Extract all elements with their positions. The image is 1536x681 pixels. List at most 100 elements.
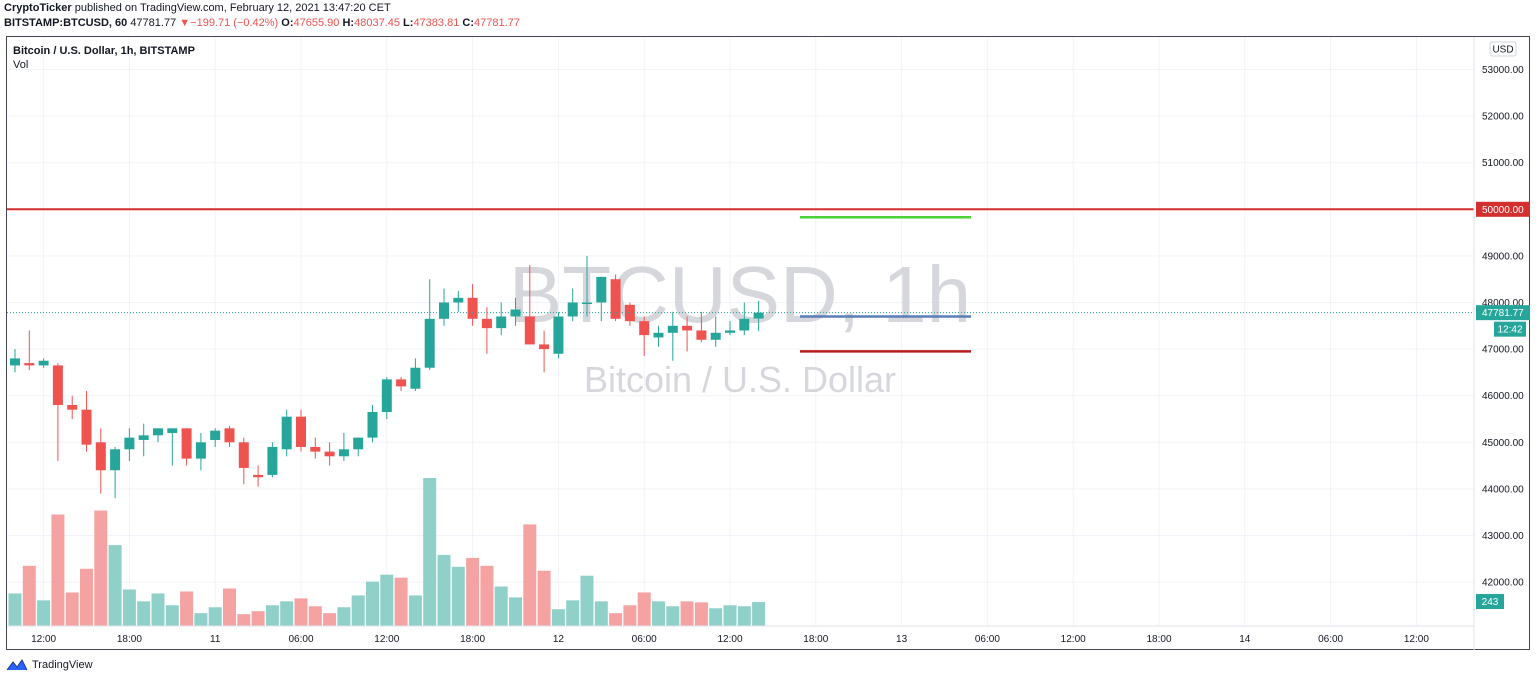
- candle-body: [324, 451, 335, 457]
- x-tick-label: 14: [1239, 634, 1251, 645]
- candle-body: [353, 437, 364, 450]
- author-name[interactable]: CryptoTicker: [4, 2, 72, 14]
- volume-bar: [466, 557, 480, 626]
- y-tick-label: 48000.00: [1482, 298, 1524, 309]
- volume-bar: [251, 611, 265, 626]
- publish-info: CryptoTicker published on TradingView.co…: [4, 2, 391, 14]
- candle-body: [596, 276, 607, 303]
- volume-bar: [8, 593, 22, 626]
- candle-body: [10, 358, 20, 366]
- tradingview-logo-icon: [6, 659, 28, 671]
- volume-bar: [351, 595, 365, 626]
- chart-frame[interactable]: [6, 36, 1530, 650]
- x-tick-label: 06:00: [1318, 634, 1343, 645]
- volume-bar: [180, 591, 194, 626]
- x-tick-label: 13: [896, 634, 908, 645]
- y-tick-label: 44000.00: [1482, 484, 1524, 495]
- change-arrow-icon: ▼: [179, 17, 191, 29]
- volume-bar: [80, 568, 93, 626]
- candle-body: [725, 330, 735, 333]
- resistance-price-label: 50000.00: [1482, 205, 1524, 216]
- open-value: 47655.90: [293, 17, 340, 29]
- volume-bar: [666, 606, 680, 626]
- volume-bar: [280, 601, 294, 626]
- watermark-name: Bitcoin / U.S. Dollar: [584, 359, 896, 400]
- candle-body: [510, 309, 521, 317]
- candle-body: [496, 316, 507, 329]
- x-tick-label: 12: [553, 634, 565, 645]
- resistance-price-badge: [1476, 201, 1530, 217]
- candle-body: [267, 446, 278, 475]
- volume-bar: [51, 514, 65, 626]
- volume-bar: [294, 598, 308, 626]
- candle-body: [696, 330, 707, 340]
- volume-bar: [509, 597, 522, 626]
- volume-bar: [308, 606, 322, 626]
- volume-bar: [408, 595, 422, 626]
- candle-body: [167, 428, 178, 433]
- countdown-badge: [1494, 321, 1526, 337]
- y-tick-label: 46000.00: [1482, 391, 1524, 402]
- x-tick-label: 12:00: [1404, 634, 1429, 645]
- last-price-label: 47781.77: [1482, 308, 1524, 319]
- volume-bar: [323, 613, 337, 626]
- volume-bar: [523, 524, 537, 626]
- candle-body: [667, 325, 678, 333]
- candle-body: [453, 297, 464, 303]
- volume-bar: [551, 609, 565, 626]
- ohlc-bar: BITSTAMP:BTCUSD, 60 47781.77 ▼−199.71 (−…: [4, 17, 520, 29]
- volume-bar: [723, 605, 737, 626]
- candle-body: [739, 318, 750, 331]
- candle-body: [138, 435, 149, 440]
- candle-body: [524, 316, 535, 345]
- candle-body: [582, 302, 592, 304]
- close-value: 47781.77: [474, 17, 520, 29]
- volume-bar: [194, 613, 208, 626]
- publish-date: published on TradingView.com, February 1…: [74, 2, 391, 14]
- candle-body: [653, 332, 664, 338]
- volume-bar: [65, 592, 79, 626]
- chart-legend: Bitcoin / U.S. Dollar, 1h, BITSTAMP Vol: [13, 44, 195, 72]
- tradingview-brand: TradingView: [32, 659, 93, 671]
- candle-body: [753, 312, 764, 319]
- price-change: −199.71 (−0.42%): [190, 17, 279, 29]
- volume-bar: [494, 586, 508, 626]
- candle-body: [410, 367, 421, 389]
- candle-body: [381, 379, 392, 413]
- volume-legend: Vol: [13, 59, 29, 71]
- candle-body: [539, 344, 550, 350]
- candle-body: [52, 365, 63, 406]
- candle-body: [153, 428, 163, 436]
- volume-bar: [94, 510, 108, 626]
- volume-bar: [437, 554, 451, 626]
- volume-bar: [265, 605, 279, 626]
- candle-body: [610, 279, 621, 319]
- x-tick-label: 18:00: [803, 634, 828, 645]
- y-tick-label: 42000.00: [1482, 578, 1524, 589]
- tradingview-footer[interactable]: TradingView: [6, 658, 93, 672]
- candle-body: [310, 446, 321, 452]
- countdown-label: 12:42: [1497, 325, 1522, 336]
- x-tick-label: 18:00: [117, 634, 142, 645]
- currency-box: [1489, 41, 1517, 57]
- last-price: 47781.77: [130, 17, 177, 29]
- volume-bar: [537, 570, 551, 626]
- currency-label: USD: [1492, 45, 1513, 56]
- volume-bar: [623, 605, 637, 626]
- candle-body: [195, 442, 206, 459]
- x-tick-label: 12:00: [31, 634, 56, 645]
- candle-body: [710, 332, 721, 340]
- volume-bar: [366, 581, 379, 626]
- candle-body: [296, 416, 306, 447]
- symbol-label: BITSTAMP:BTCUSD, 60: [4, 17, 128, 29]
- volume-bar: [108, 545, 122, 626]
- candle-body: [424, 318, 435, 368]
- x-tick-label: 18:00: [460, 634, 485, 645]
- volume-bar: [609, 613, 623, 626]
- volume-bar: [380, 574, 394, 626]
- volume-bar: [208, 607, 222, 626]
- candle-body: [624, 304, 635, 322]
- candle-body: [67, 405, 78, 410]
- volume-bar: [680, 601, 694, 626]
